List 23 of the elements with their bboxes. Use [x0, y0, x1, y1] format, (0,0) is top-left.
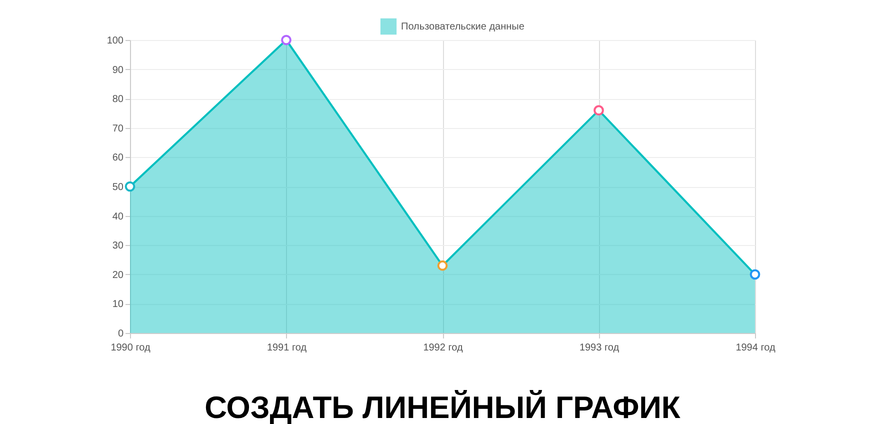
- text: СОЗДАТЬ ЛИНЕЙНЫЙ ГРАФИК: [204, 389, 680, 424]
- y-tick-label: 90: [112, 64, 124, 76]
- y-tick-label: 10: [112, 299, 124, 310]
- point: [594, 105, 604, 116]
- y-tick-label: 30: [112, 240, 124, 252]
- x-tick-label: 1992 год: [423, 342, 463, 354]
- x-tick-label: 1994 год: [736, 342, 776, 354]
- point: [750, 269, 760, 280]
- point: [124, 181, 136, 192]
- y-tick-label: 60: [112, 152, 124, 164]
- y-tick-label: 40: [112, 211, 124, 222]
- legend-label: Пользовательские данные: [401, 22, 525, 32]
- point: [437, 260, 448, 271]
- y-tick-label: 0: [118, 328, 124, 340]
- x-tick-label: 1991 год: [266, 342, 307, 354]
- y-tick-label: 100: [106, 36, 124, 46]
- x-tick-label: 1990 год: [110, 342, 150, 354]
- x-tick-label: 1993 год: [579, 342, 620, 354]
- y-tick-label: 50: [112, 182, 124, 193]
- y-tick-label: 20: [112, 270, 124, 281]
- y-tick-label: 80: [112, 94, 124, 106]
- y-tick-label: 70: [112, 123, 124, 134]
- point: [281, 34, 292, 46]
